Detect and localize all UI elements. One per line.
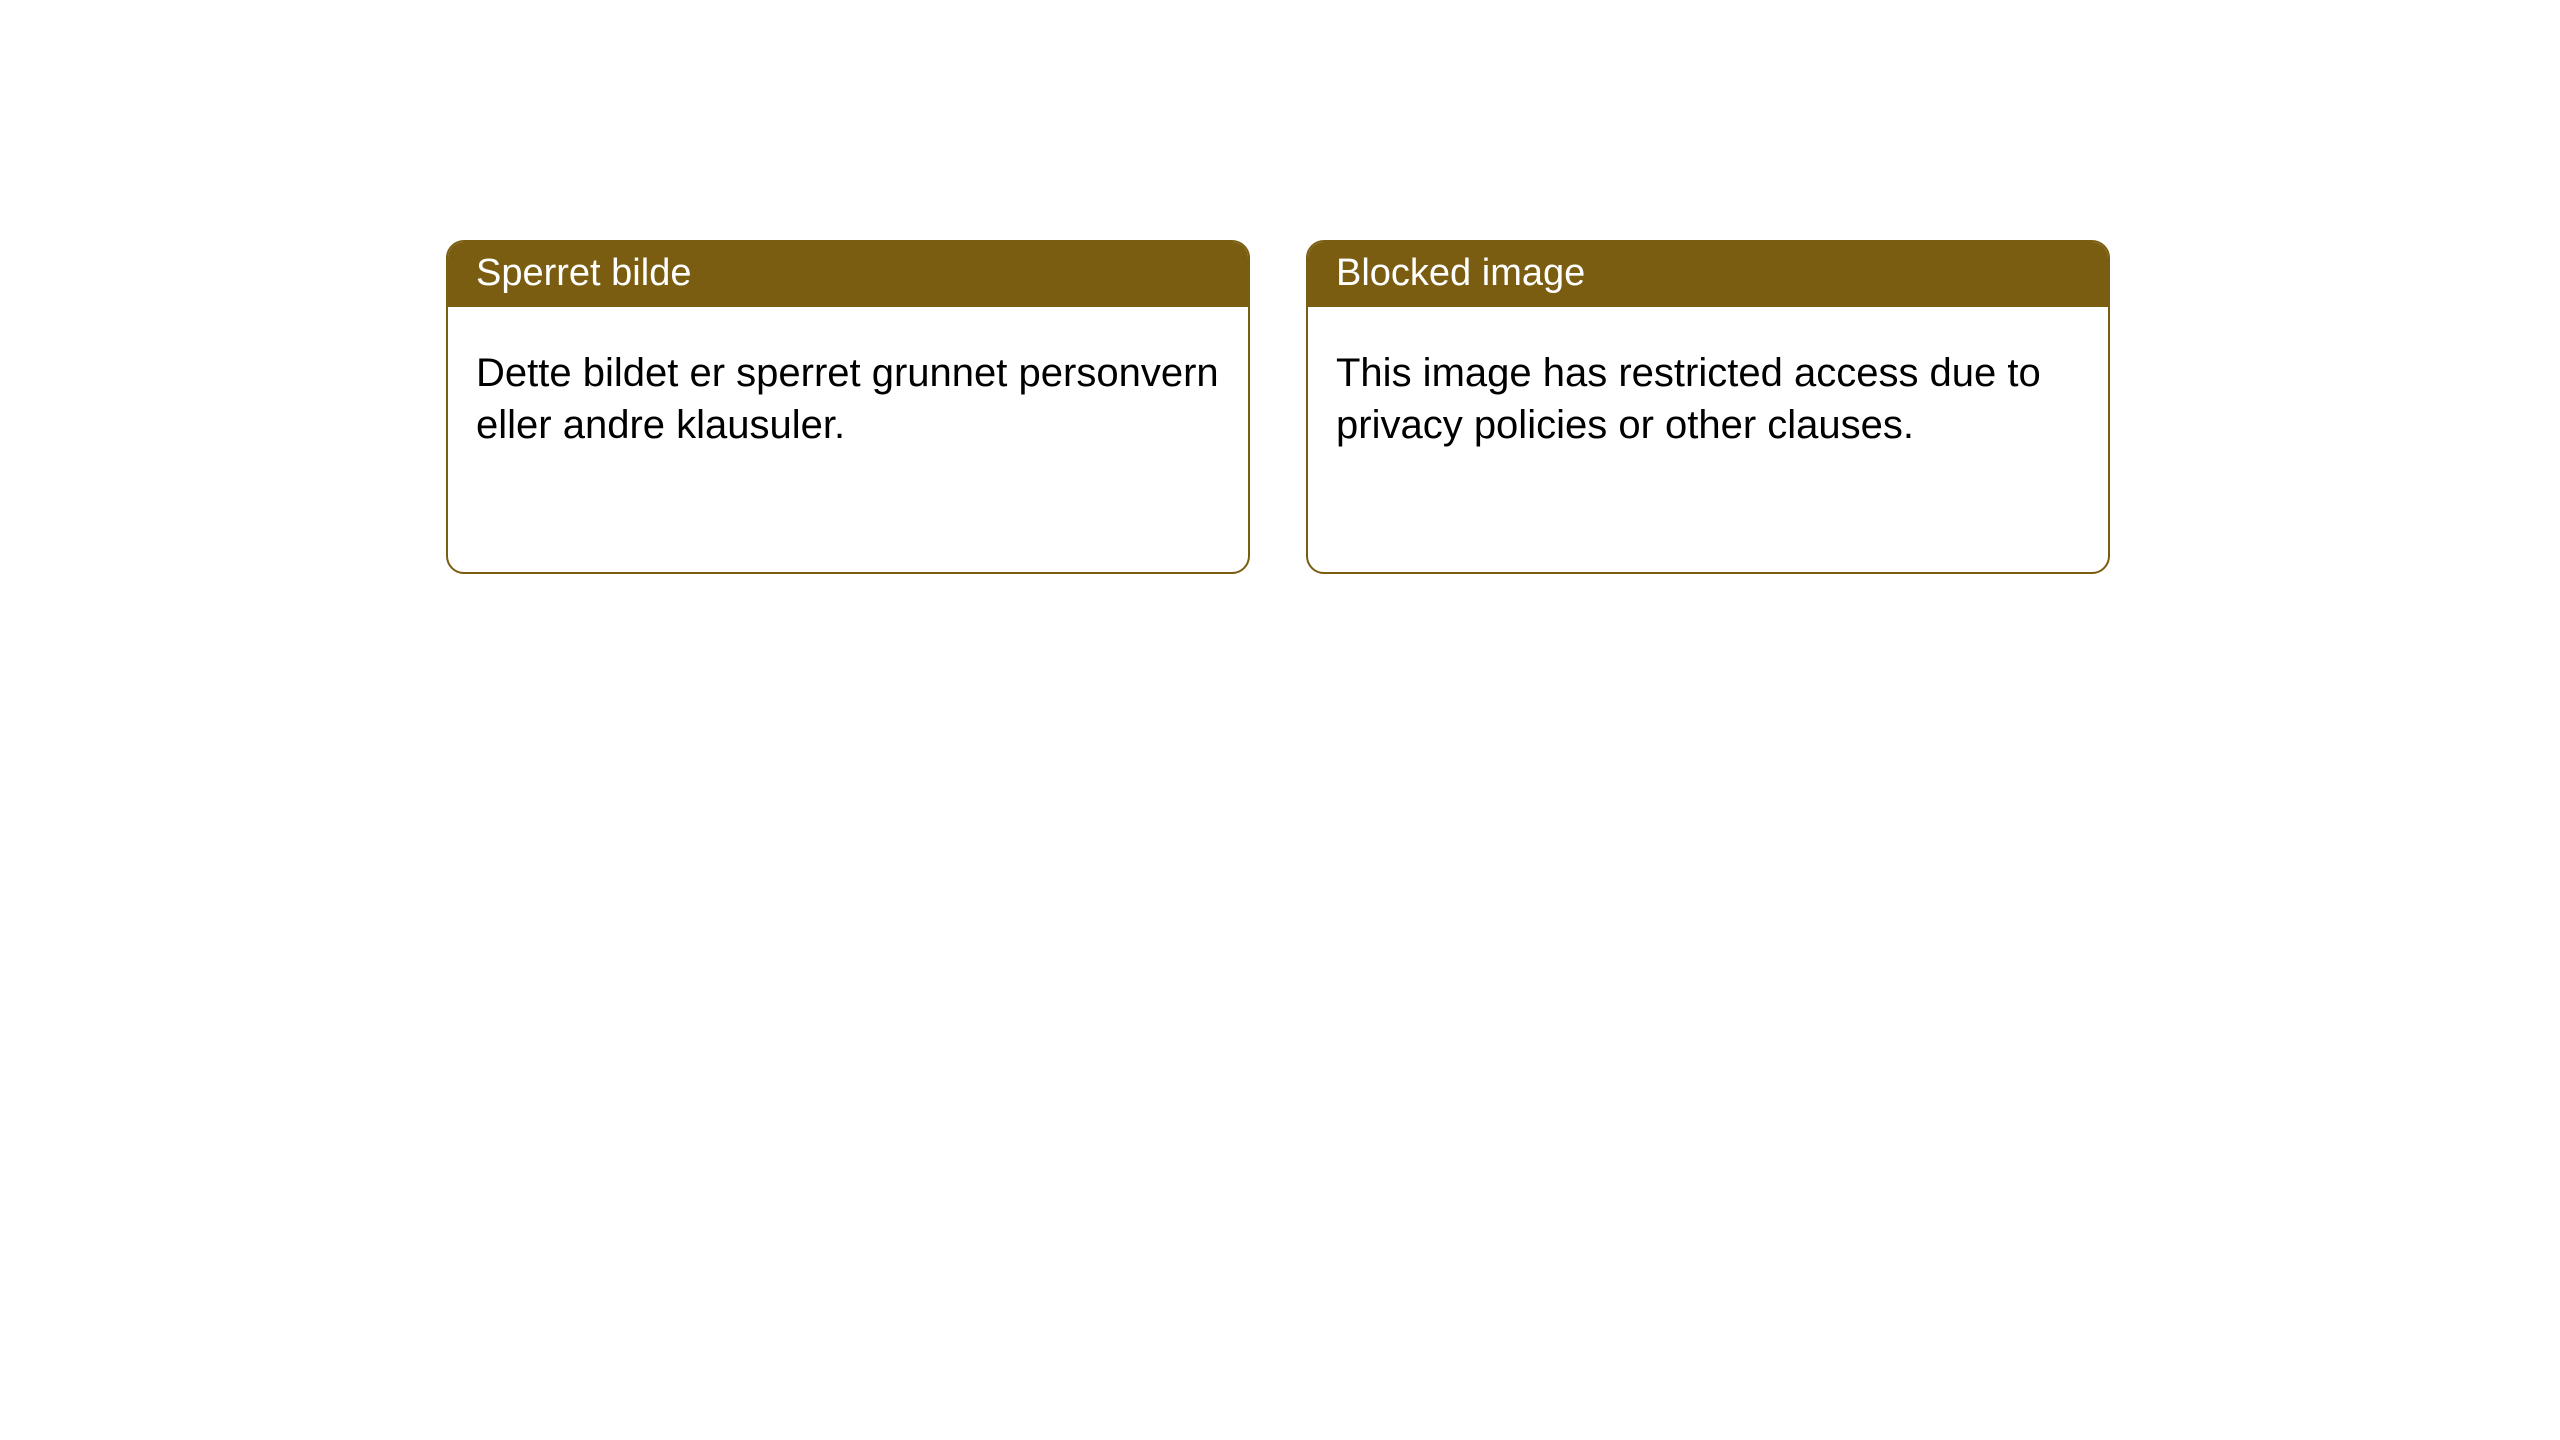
notice-container: Sperret bilde Dette bildet er sperret gr… — [0, 0, 2560, 574]
card-body: Dette bildet er sperret grunnet personve… — [448, 307, 1248, 491]
blocked-image-card-no: Sperret bilde Dette bildet er sperret gr… — [446, 240, 1250, 574]
card-body: This image has restricted access due to … — [1308, 307, 2108, 491]
card-title: Sperret bilde — [448, 242, 1248, 307]
blocked-image-card-en: Blocked image This image has restricted … — [1306, 240, 2110, 574]
card-title: Blocked image — [1308, 242, 2108, 307]
